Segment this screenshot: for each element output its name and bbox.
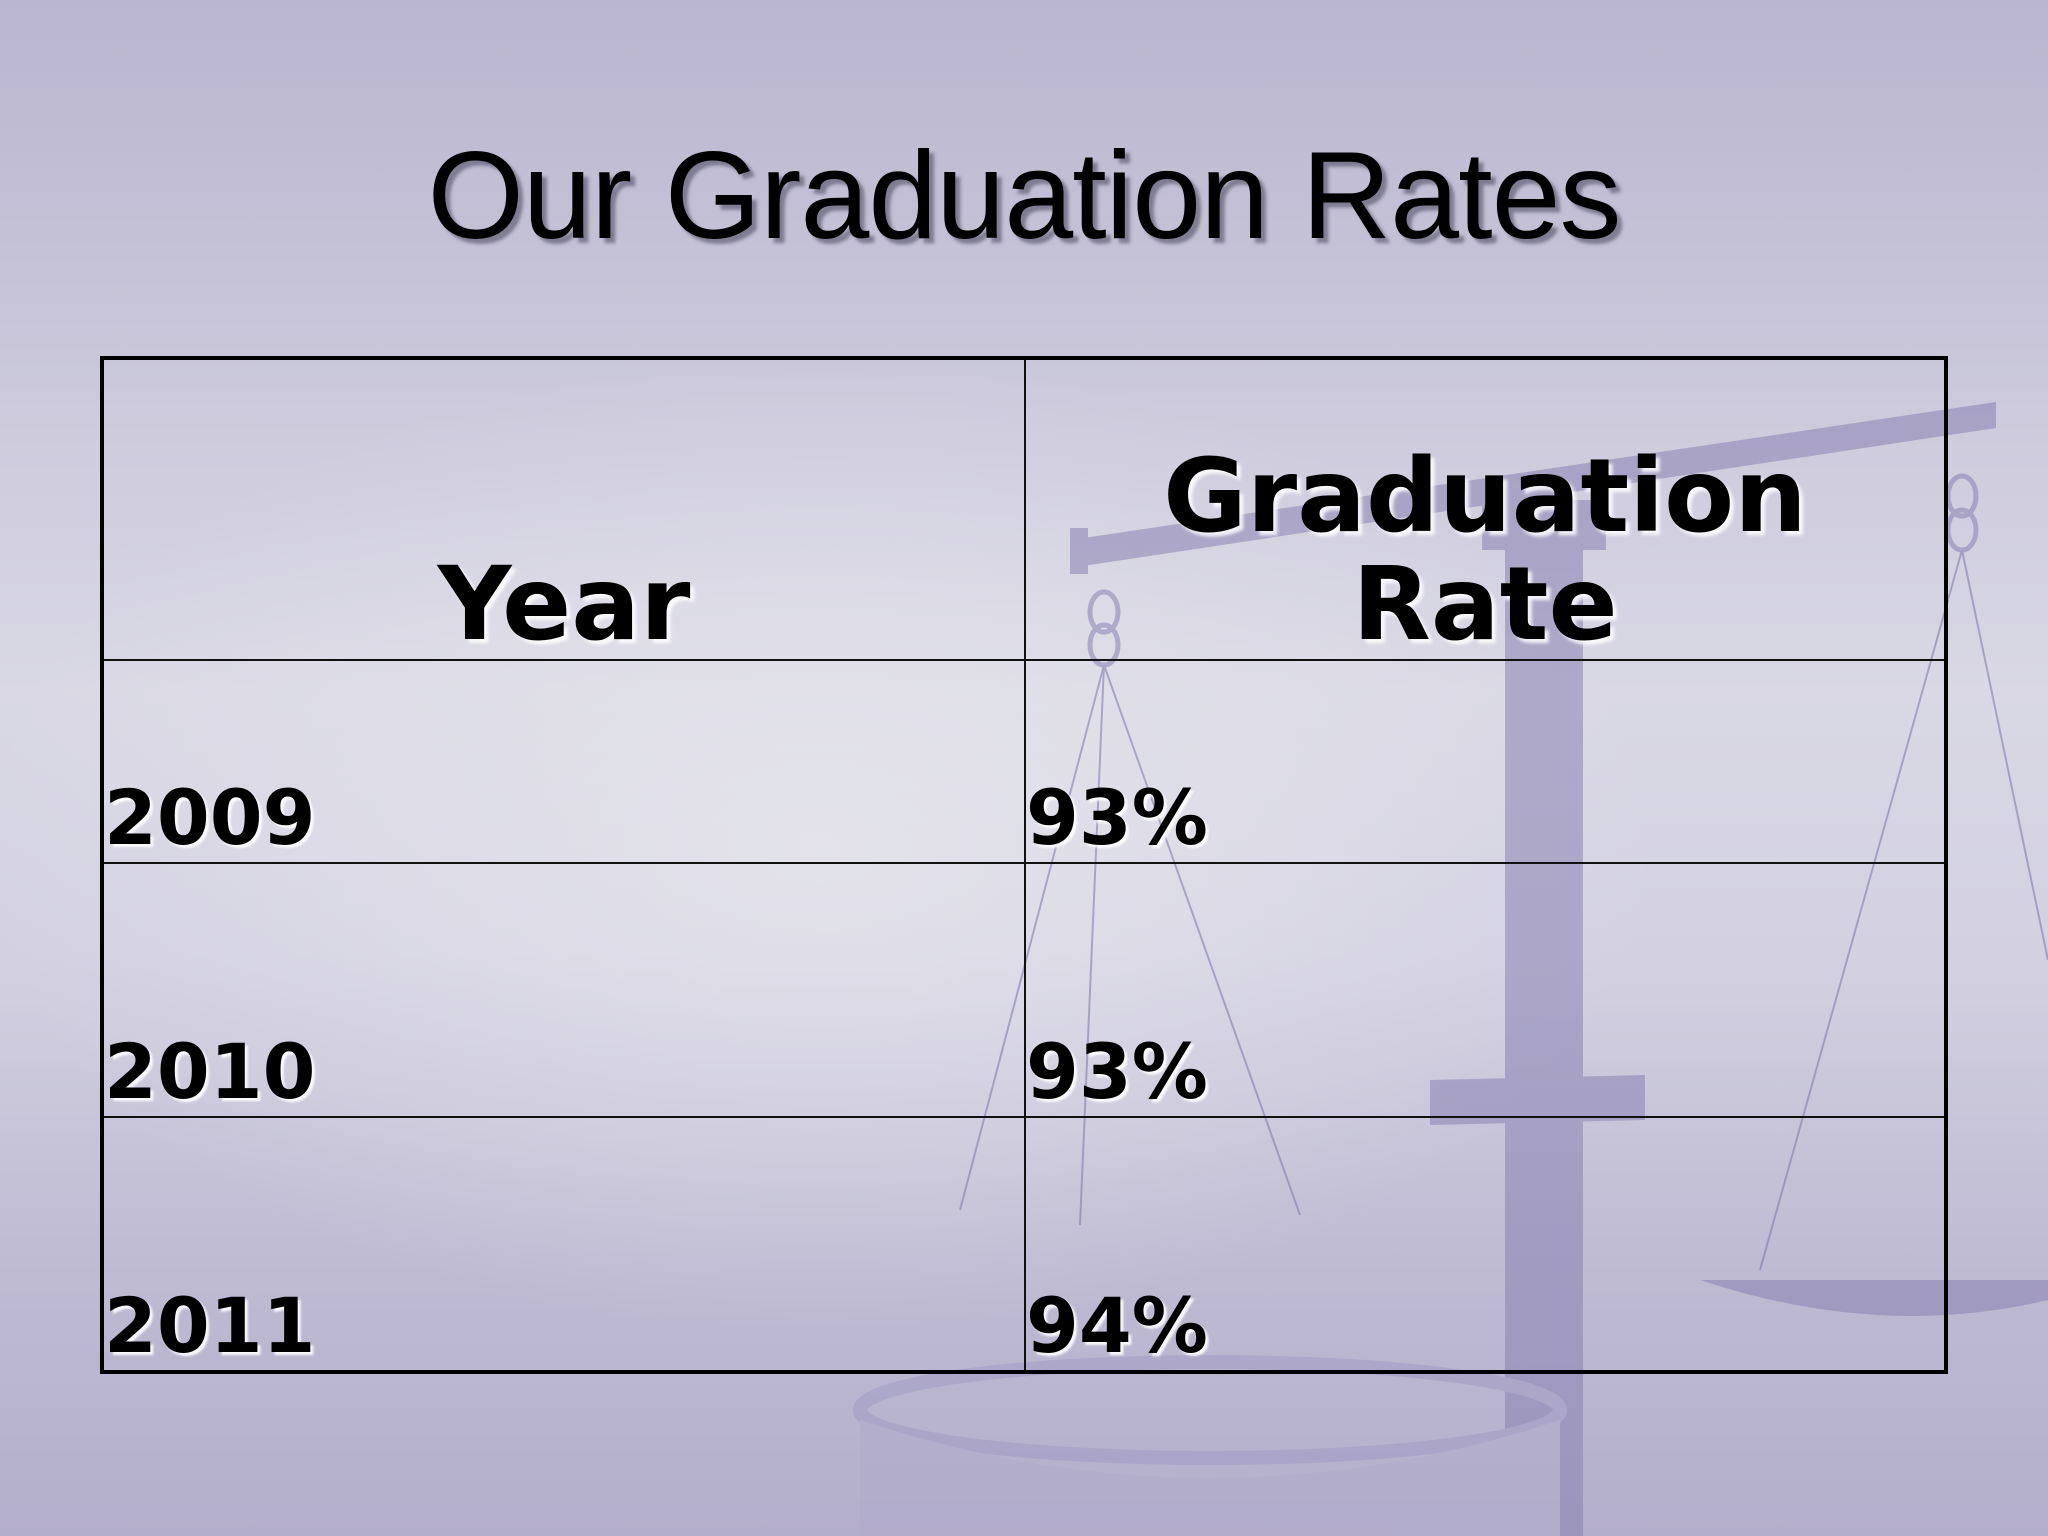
rate-cell: 94% bbox=[1024, 1116, 1944, 1370]
table-row: 2009 93% bbox=[104, 659, 1944, 864]
table-row: 2011 94% bbox=[104, 1116, 1944, 1370]
rate-cell: 93% bbox=[1024, 862, 1944, 1118]
year-cell: 2009 bbox=[104, 659, 1026, 864]
column-header-year: Year bbox=[104, 360, 1026, 661]
column-header-graduation-rate: Graduation Rate bbox=[1024, 360, 1944, 664]
rate-cell: 93% bbox=[1024, 659, 1944, 864]
page-title: Our Graduation Rates bbox=[427, 127, 1621, 265]
year-cell: 2011 bbox=[104, 1116, 1026, 1370]
table-header-row: Year Graduation Rate bbox=[104, 360, 1944, 664]
year-cell: 2010 bbox=[104, 862, 1026, 1118]
rates-table-grid: Year Graduation Rate 2009 93% 2010 93% 2… bbox=[104, 360, 1944, 1370]
column-header-graduation-rate-line1: Graduation bbox=[1163, 436, 1807, 556]
graduation-rates-table: Year Graduation Rate 2009 93% 2010 93% 2… bbox=[100, 356, 1948, 1374]
table-row: 2010 93% bbox=[104, 862, 1944, 1118]
column-header-graduation-rate-line2: Rate bbox=[1352, 544, 1618, 664]
